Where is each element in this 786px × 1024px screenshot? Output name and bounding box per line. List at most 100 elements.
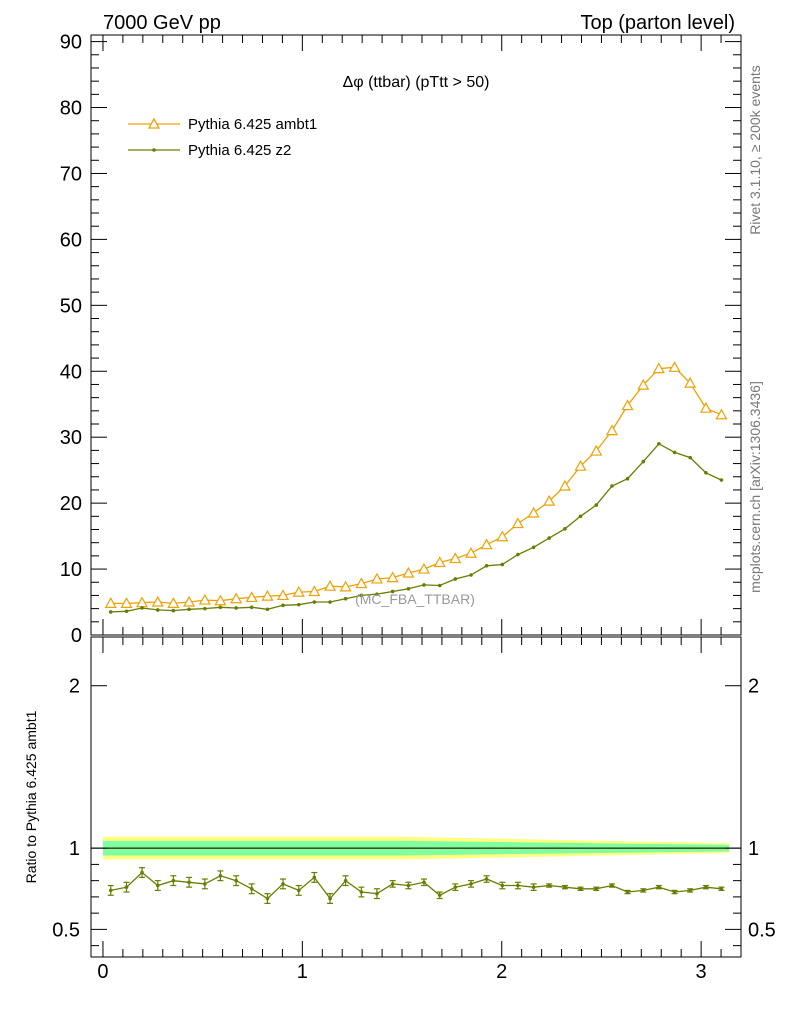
x-tick-label: 3 — [696, 961, 707, 983]
ratio-point-z2 — [516, 883, 520, 888]
data-point-z2 — [531, 545, 536, 550]
ratio-panel-frame — [90, 636, 742, 958]
ratio-point-z2 — [343, 878, 348, 883]
y-tick-label: 20 — [60, 493, 82, 515]
data-point-ambt1 — [386, 571, 399, 583]
top-axis-ticks: 0 10 20 30 40 50 60 70 80 90 — [60, 32, 742, 647]
rivet-label: Rivet 3.1.10, ≥ 200k events — [747, 65, 763, 235]
data-point-z2 — [171, 608, 176, 613]
y-tick-label: 30 — [60, 427, 82, 449]
data-point-z2 — [296, 602, 301, 607]
ratio-y-tick-label: 0.5 — [52, 919, 80, 941]
data-point-ambt1 — [151, 595, 164, 607]
data-point-ambt1 — [402, 566, 415, 578]
data-point-z2 — [719, 478, 724, 482]
data-point-ambt1 — [590, 444, 603, 456]
data-point-z2 — [453, 577, 458, 581]
legend-label-ambt1: Pythia 6.425 ambt1 — [188, 116, 317, 133]
ratio-point-z2 — [453, 885, 458, 889]
data-point-z2 — [312, 600, 317, 604]
data-point-z2 — [218, 605, 223, 610]
data-point-z2 — [641, 459, 646, 464]
ratio-ylabel: Ratio to Pythia 6.425 ambt1 — [23, 710, 39, 883]
x-tick-label: 1 — [297, 961, 308, 983]
data-point-ambt1 — [449, 552, 462, 564]
data-point-z2 — [343, 596, 348, 601]
data-point-ambt1 — [574, 459, 587, 471]
plot-title: Δφ (ttbar) (pTtt > 50) — [343, 74, 490, 91]
ratio-point-z2 — [610, 883, 614, 888]
data-point-z2 — [249, 605, 254, 610]
data-point-ambt1 — [465, 547, 478, 558]
data-point-ambt1 — [183, 595, 196, 607]
data-point-ambt1 — [652, 362, 665, 374]
top-panel-frame — [90, 34, 742, 636]
legend-dot-icon — [152, 148, 156, 152]
data-point-z2 — [563, 527, 567, 531]
ratio-point-z2 — [641, 888, 646, 893]
series-line-z2 — [110, 442, 722, 613]
data-point-ambt1 — [527, 506, 540, 518]
ratio-point-z2 — [375, 891, 379, 896]
data-point-z2 — [500, 562, 505, 567]
data-point-z2 — [437, 583, 442, 588]
y-tick-label: 60 — [60, 229, 82, 251]
data-point-ambt1 — [324, 579, 337, 591]
data-point-ambt1 — [120, 597, 133, 608]
ratio-point-z2 — [406, 883, 411, 888]
ratio-y-tick-label-right: 0.5 — [748, 919, 776, 941]
data-point-ambt1 — [715, 408, 728, 420]
ratio-point-z2 — [140, 870, 144, 875]
y-tick-label: 40 — [60, 361, 82, 383]
legend: Pythia 6.425 ambt1 Pythia 6.425 z2 — [128, 116, 317, 159]
ratio-point-z2 — [155, 883, 160, 888]
y-tick-label: 0 — [71, 625, 82, 647]
data-point-z2 — [672, 450, 677, 455]
data-point-z2 — [625, 476, 630, 481]
ratio-point-z2 — [531, 885, 536, 889]
data-point-ambt1 — [417, 562, 430, 574]
data-point-z2 — [547, 536, 551, 540]
data-point-z2 — [578, 514, 583, 519]
ratio-point-z2 — [124, 885, 129, 889]
ratio-point-z2 — [547, 883, 551, 888]
data-point-ambt1 — [261, 589, 274, 601]
y-tick-label: 50 — [60, 295, 82, 317]
data-point-z2 — [265, 607, 270, 612]
data-point-ambt1 — [558, 479, 571, 491]
ratio-point-z2 — [171, 878, 176, 883]
data-point-ambt1 — [605, 424, 619, 436]
x-tick-label: 0 — [97, 961, 108, 983]
ratio-point-z2 — [688, 888, 692, 893]
data-point-z2 — [328, 600, 332, 604]
data-point-ambt1 — [370, 572, 383, 584]
ratio-point-z2 — [704, 885, 708, 889]
ratio-point-z2 — [594, 886, 599, 891]
ratio-line-z2 — [110, 871, 722, 900]
ratio-band-layer — [91, 836, 741, 860]
data-point-z2 — [406, 587, 411, 591]
data-point-ambt1 — [496, 530, 509, 542]
ratio-point-z2 — [672, 890, 677, 894]
ratio-point-z2 — [234, 878, 238, 883]
ratio-point-z2 — [500, 883, 505, 888]
ratio-point-z2 — [203, 882, 207, 886]
ratio-y-tick-label-right: 1 — [748, 838, 759, 860]
ratio-point-z2 — [312, 875, 317, 880]
data-point-ambt1 — [433, 556, 446, 568]
x-tick-label: 2 — [496, 961, 507, 983]
data-point-z2 — [422, 583, 426, 587]
ratio-point-z2 — [625, 890, 630, 894]
data-point-z2 — [155, 608, 160, 612]
data-point-z2 — [203, 606, 207, 611]
ratio-series-layer — [107, 867, 725, 904]
y-tick-label: 90 — [60, 32, 82, 54]
data-point-ambt1 — [355, 577, 368, 589]
data-point-z2 — [516, 552, 520, 557]
ratio-point-z2 — [437, 893, 442, 898]
data-point-z2 — [124, 609, 129, 614]
ratio-point-z2 — [657, 885, 661, 889]
top-series-layer — [104, 361, 728, 614]
data-point-z2 — [657, 441, 661, 446]
data-point-ambt1 — [214, 594, 227, 606]
